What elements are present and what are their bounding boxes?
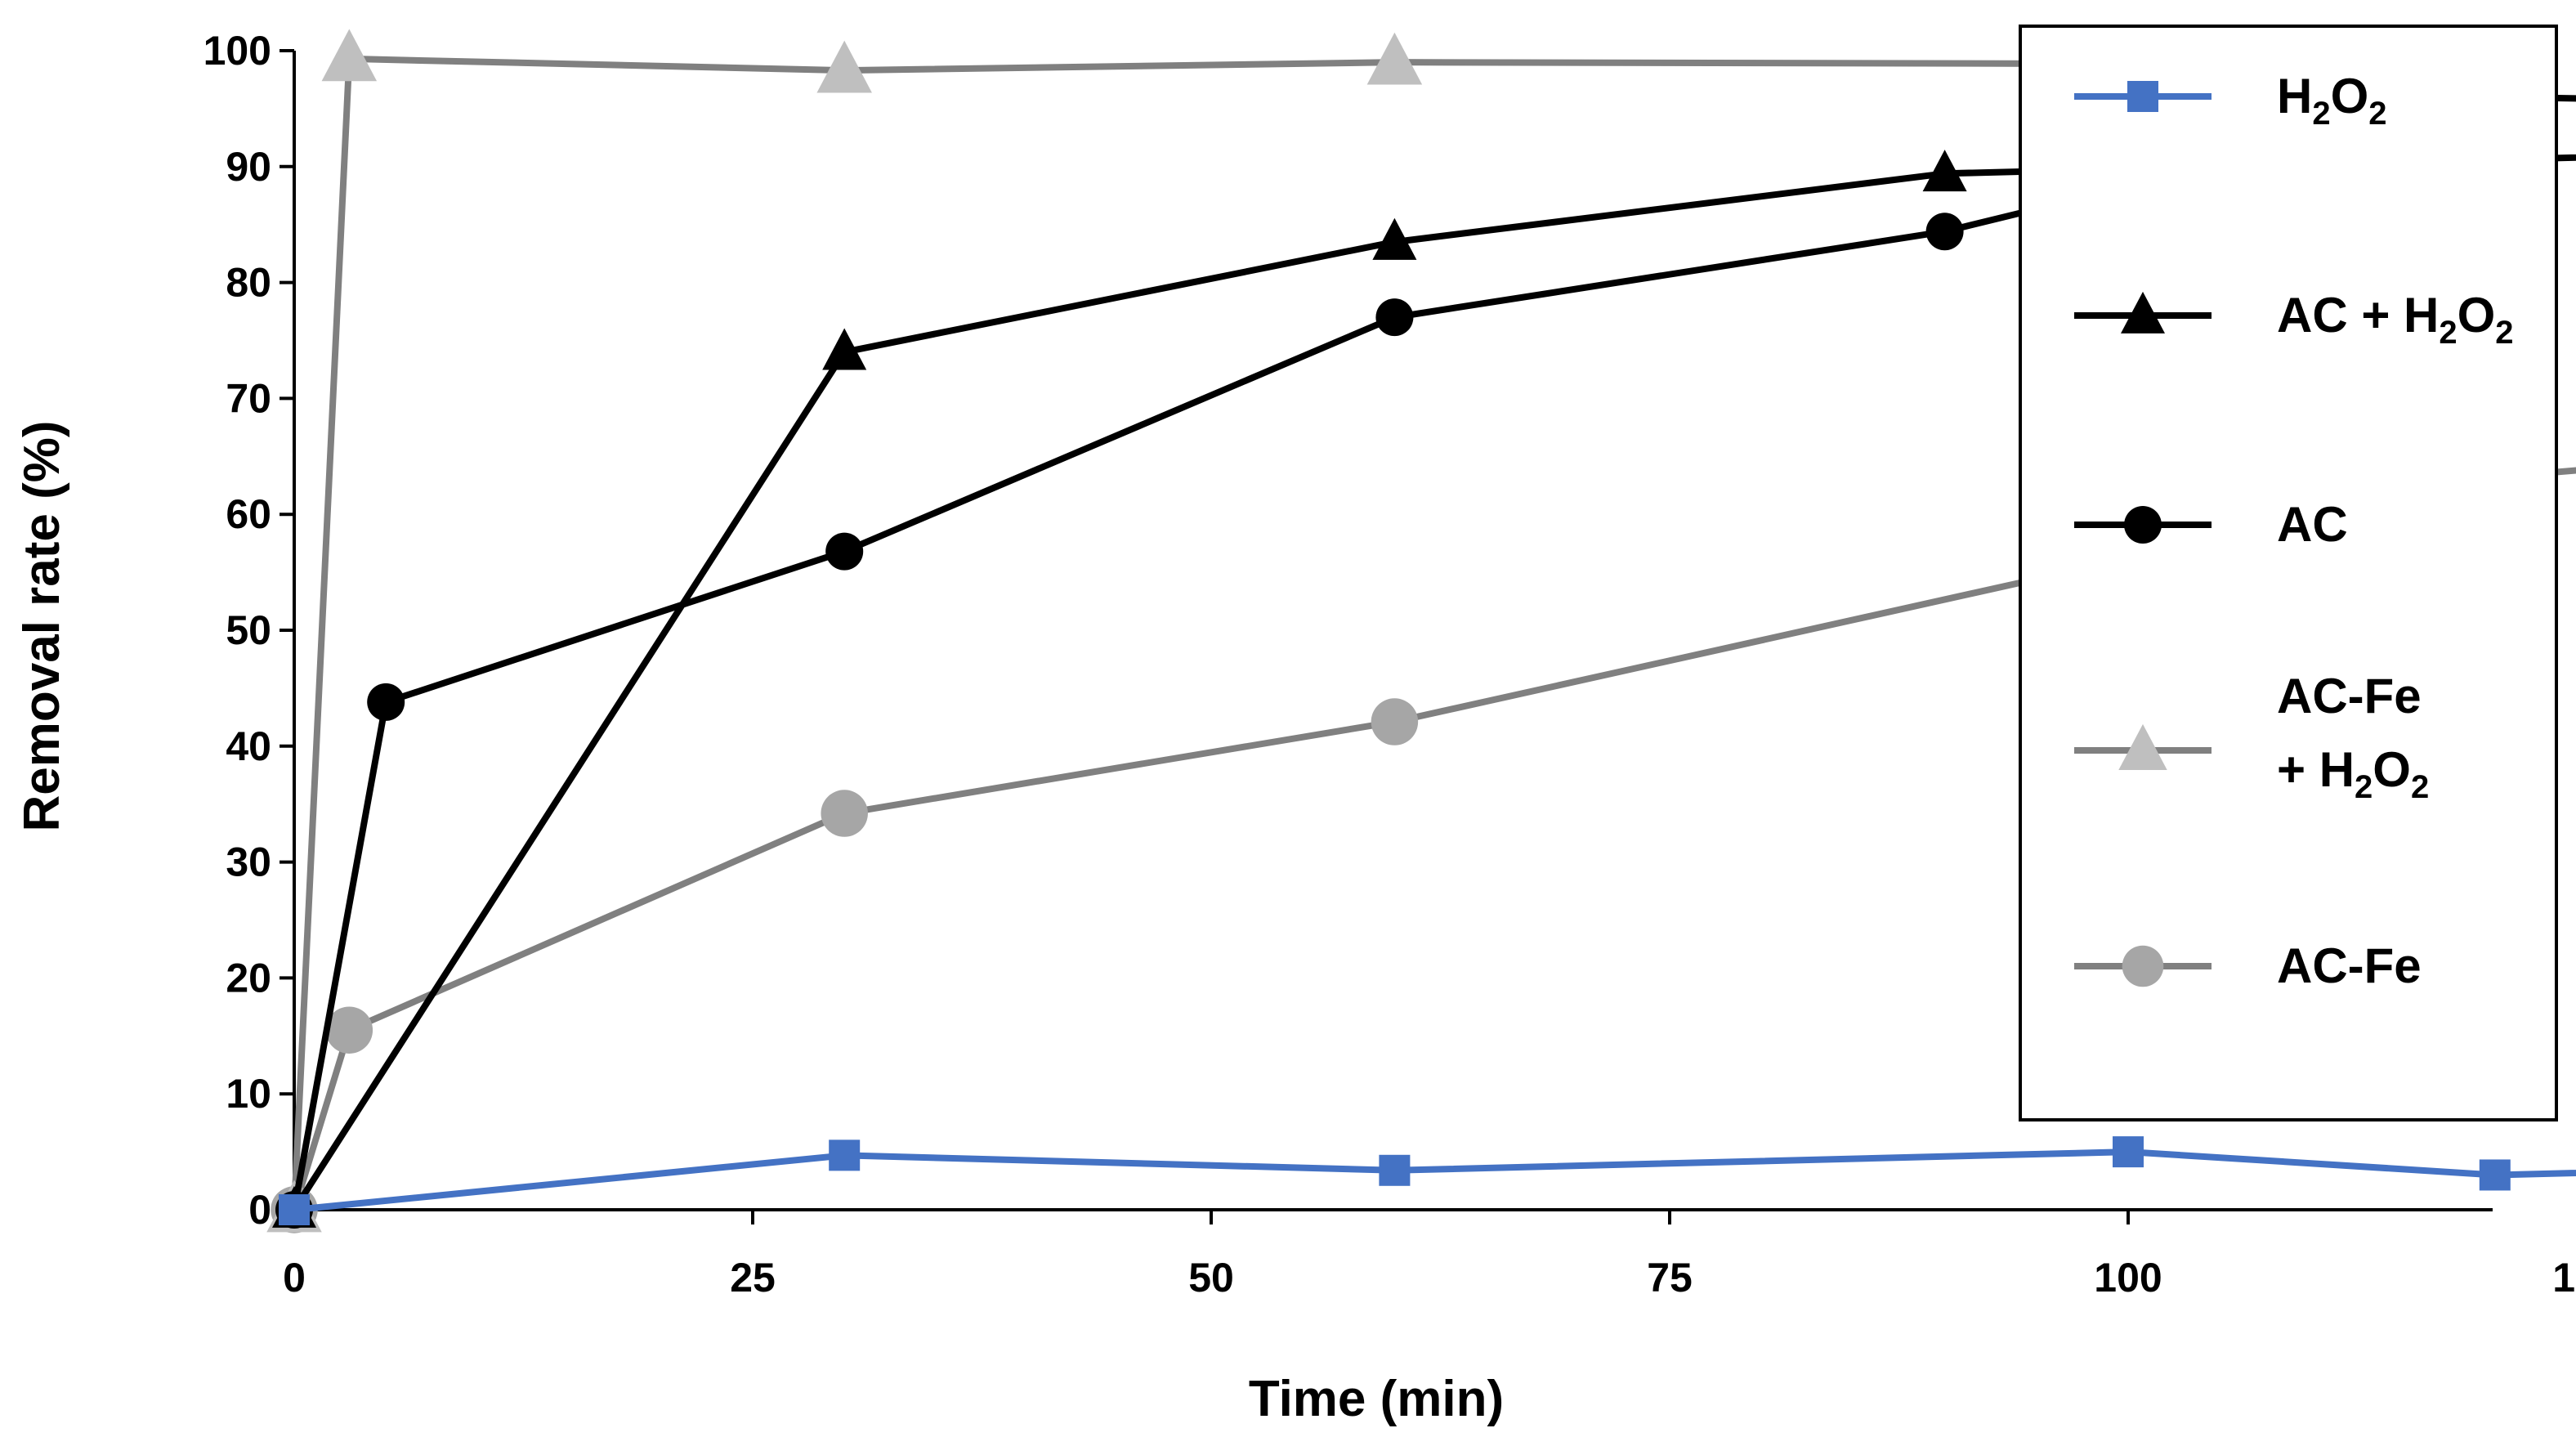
x-tick-label: 75	[1647, 1255, 1693, 1301]
data-point	[1922, 150, 1967, 192]
x-tick-label: 50	[1188, 1255, 1234, 1301]
legend-entry: AC + H2O2	[2074, 288, 2514, 351]
data-point	[1379, 1154, 1411, 1186]
data-point	[821, 790, 868, 837]
legend-swatch-marker	[2122, 945, 2164, 987]
y-tick-label: 10	[226, 1071, 271, 1117]
legend-entry: H2O2	[2074, 69, 2387, 132]
legend-swatch-marker	[2127, 81, 2158, 112]
legend-label: AC + H2O2	[2277, 288, 2514, 351]
y-axis-title: Removal rate (%)	[14, 420, 70, 831]
data-point	[325, 1006, 373, 1054]
data-series	[266, 29, 2576, 1233]
legend-entry: AC	[2074, 497, 2348, 552]
data-point	[279, 1194, 310, 1225]
data-point	[1366, 32, 1423, 85]
data-point	[2113, 1136, 2144, 1168]
data-point	[816, 40, 872, 93]
data-point	[1925, 213, 1964, 251]
legend-entry: AC-Fe + H2O2	[2074, 669, 2429, 805]
y-tick-label: 80	[226, 260, 271, 306]
data-point	[1375, 298, 1414, 337]
x-tick-label: 25	[730, 1255, 776, 1301]
legend-label: AC-Fe	[2277, 938, 2422, 993]
data-point	[1372, 217, 1417, 260]
y-tick-label: 70	[226, 375, 271, 421]
data-point	[825, 532, 864, 571]
series-line	[291, 154, 2576, 1212]
legend-swatch-marker	[2124, 506, 2162, 544]
legend-entry: AC-Fe	[2074, 938, 2422, 993]
series-line	[293, 1148, 2576, 1213]
data-point	[321, 29, 378, 82]
legend-label: H2O2	[2277, 69, 2387, 132]
legend: H2O2 AC + H2O2 AC AC-Fe + H2O2 AC-Fe	[2019, 25, 2558, 1121]
data-point	[822, 328, 867, 370]
y-tick-labels: 0 10 20 30 40 50 60 70 80 90 100	[203, 28, 271, 1233]
legend-label: AC	[2277, 497, 2348, 552]
y-tick-label: 30	[226, 839, 271, 885]
y-tick-label: 50	[226, 607, 271, 653]
legend-swatch-marker	[2121, 291, 2165, 334]
axes	[280, 49, 2493, 1224]
x-tick-label: 100	[2094, 1255, 2162, 1301]
x-axis-title: Time (min)	[1249, 1371, 1504, 1427]
legend-label: AC-Fe	[2277, 669, 2422, 723]
data-point	[367, 683, 405, 721]
series-line	[291, 467, 2576, 1211]
y-tick-label: 100	[203, 28, 271, 74]
data-point	[2479, 1159, 2511, 1191]
series-h2o2	[279, 1136, 2576, 1225]
x-tick-labels: 0255075100125150175200225	[283, 1255, 2576, 1301]
data-point	[1371, 698, 1419, 745]
y-tick-label: 90	[226, 144, 271, 190]
x-tick-label: 0	[283, 1255, 306, 1301]
y-tick-label: 0	[248, 1187, 271, 1233]
legend-box	[2019, 25, 2558, 1121]
data-point	[829, 1139, 861, 1171]
y-tick-label: 60	[226, 491, 271, 537]
legend-swatch-marker	[2118, 723, 2167, 771]
legend-label: + H2O2	[2277, 742, 2429, 805]
x-tick-label: 125	[2552, 1255, 2576, 1301]
y-tick-label: 40	[226, 723, 271, 769]
y-tick-label: 20	[226, 955, 271, 1001]
